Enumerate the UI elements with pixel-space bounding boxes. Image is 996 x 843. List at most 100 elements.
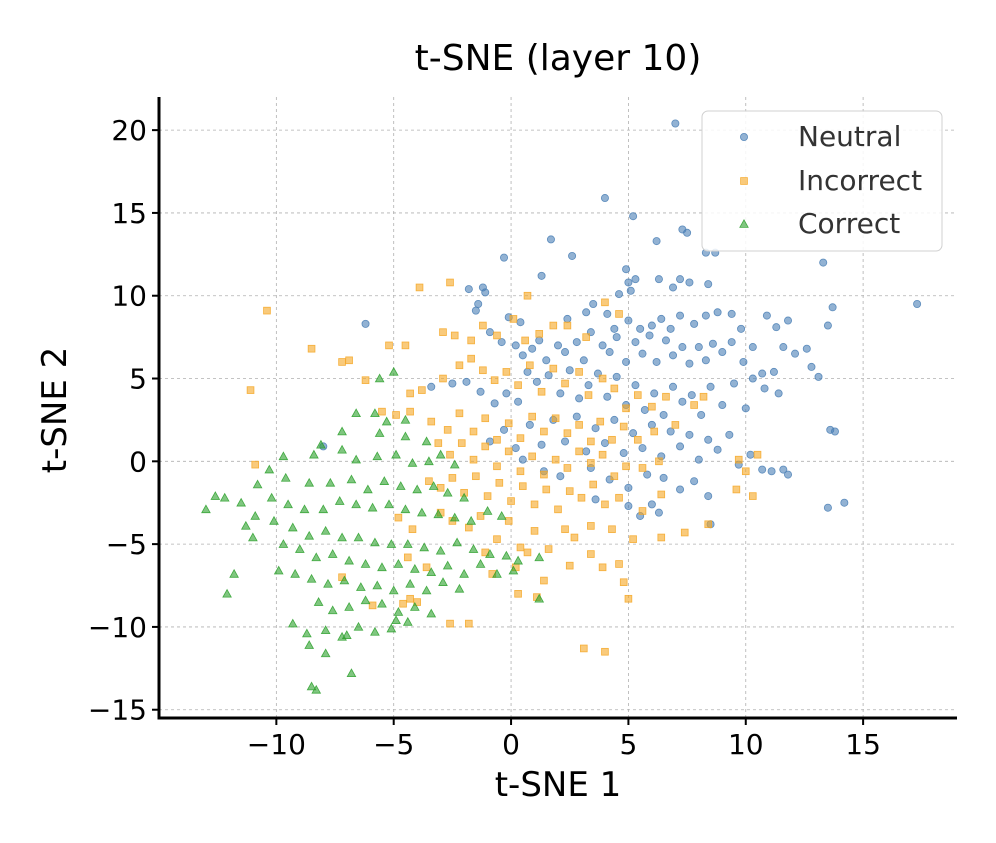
correct-point: [393, 606, 404, 616]
incorrect-point: [650, 427, 659, 436]
incorrect-point: [530, 527, 539, 535]
neutral-point: [636, 324, 645, 333]
incorrect-point: [493, 535, 501, 543]
x-tick-label: 10: [728, 728, 764, 761]
incorrect-point: [565, 487, 574, 495]
incorrect-point: [523, 548, 532, 557]
neutral-point: [730, 379, 739, 388]
neutral-point: [701, 356, 710, 365]
incorrect-point: [502, 368, 511, 376]
correct-point: [426, 608, 437, 618]
neutral-point: [523, 367, 532, 376]
correct-point: [400, 414, 411, 424]
correct-point: [449, 459, 460, 469]
incorrect-point: [741, 467, 750, 476]
incorrect-point: [455, 409, 464, 418]
grid: [159, 97, 957, 718]
neutral-point: [615, 290, 624, 299]
correct-point: [482, 505, 493, 515]
neutral-point: [678, 397, 687, 406]
neutral-point: [565, 366, 574, 375]
correct-point: [435, 449, 446, 459]
neutral-point: [708, 339, 717, 348]
correct-point: [290, 568, 301, 578]
incorrect-point: [610, 472, 619, 481]
neutral-point: [701, 311, 710, 320]
incorrect-point: [540, 576, 548, 585]
correct-point: [299, 504, 310, 514]
incorrect-point: [399, 599, 407, 608]
neutral-point: [654, 508, 663, 517]
incorrect-point: [598, 374, 607, 383]
incorrect-point: [406, 594, 414, 603]
neutral-point: [629, 212, 638, 221]
incorrect-point: [514, 590, 522, 598]
neutral-point: [605, 348, 614, 357]
correct-point: [304, 477, 315, 487]
neutral-point: [666, 324, 675, 333]
legend-marker-correct: [739, 218, 749, 228]
neutral-point: [690, 477, 699, 486]
incorrect-point: [385, 341, 393, 350]
incorrect-point: [436, 484, 445, 492]
neutral-point: [683, 228, 692, 237]
incorrect-point: [523, 291, 532, 300]
incorrect-point: [561, 379, 569, 388]
neutral-point: [760, 384, 769, 393]
correct-point: [320, 525, 331, 535]
neutral-point: [624, 316, 633, 325]
correct-point: [353, 621, 364, 631]
incorrect-point: [425, 477, 433, 485]
neutral-point: [713, 445, 722, 454]
correct-point: [320, 648, 331, 658]
neutral-point: [704, 435, 713, 444]
neutral-point: [535, 336, 544, 345]
incorrect-point: [563, 429, 572, 437]
neutral-point: [612, 372, 621, 381]
correct-point: [346, 668, 357, 678]
correct-point: [210, 491, 221, 500]
incorrect-point: [448, 474, 457, 482]
neutral-point: [823, 321, 832, 330]
neutral-point: [626, 286, 635, 295]
neutral-point: [694, 343, 703, 352]
incorrect-point: [699, 392, 708, 401]
y-tick-label: 10: [111, 280, 147, 313]
correct-point: [421, 436, 432, 446]
incorrect-point: [406, 389, 414, 398]
incorrect-point: [504, 517, 513, 525]
neutral-point: [643, 470, 652, 479]
incorrect-point: [415, 283, 424, 292]
neutral-point: [528, 344, 537, 353]
neutral-point: [727, 309, 736, 318]
neutral-point: [546, 235, 555, 244]
neutral-point: [584, 381, 593, 390]
incorrect-point: [638, 464, 647, 472]
correct-point: [201, 504, 211, 514]
incorrect-point: [587, 459, 595, 467]
neutral-point: [464, 285, 473, 294]
correct-point: [386, 623, 397, 633]
incorrect-point: [465, 523, 473, 532]
neutral-point: [542, 356, 551, 365]
incorrect-point: [493, 462, 501, 471]
correct-point: [320, 625, 331, 634]
correct-point: [409, 563, 420, 573]
correct-point: [301, 628, 312, 638]
incorrect-point: [446, 450, 454, 459]
correct-point: [337, 426, 347, 436]
incorrect-point: [469, 427, 478, 436]
incorrect-point: [434, 439, 443, 447]
y-tick-label: −10: [88, 611, 147, 644]
incorrect-point: [648, 402, 656, 411]
y-tick-label: −5: [106, 528, 147, 561]
correct-point: [353, 532, 364, 542]
correct-point: [283, 499, 293, 509]
incorrect-point: [443, 426, 452, 434]
correct-point: [496, 510, 507, 520]
neutral-point: [645, 331, 654, 340]
neutral-point: [678, 343, 687, 352]
correct-point: [468, 544, 479, 553]
incorrect-point: [408, 525, 417, 534]
correct-point: [278, 539, 289, 548]
